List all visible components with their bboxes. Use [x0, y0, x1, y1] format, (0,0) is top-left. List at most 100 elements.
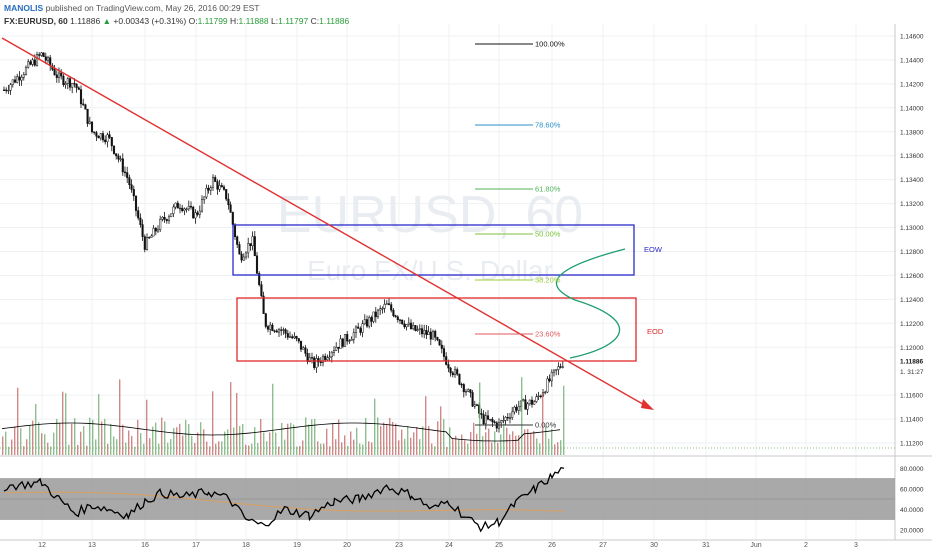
candle-body: [22, 74, 25, 78]
candle-body: [297, 338, 300, 342]
candle-body: [121, 158, 124, 173]
candle-body: [269, 324, 272, 330]
candle-body: [293, 336, 296, 339]
candle-body: [260, 284, 263, 297]
candle-body: [178, 207, 182, 210]
volume-bar: [146, 399, 148, 455]
volume-bar: [368, 441, 370, 455]
time-tick-label: 31: [702, 542, 710, 549]
volume-bar: [443, 419, 445, 455]
candle-body: [559, 366, 562, 368]
candle-body: [128, 177, 131, 186]
candle-body: [77, 87, 80, 90]
candle-body: [517, 406, 520, 411]
candle-body: [271, 324, 274, 331]
price-tick-label: 1.13200: [900, 201, 924, 208]
volume-bar: [11, 439, 13, 455]
volume-bar: [482, 436, 484, 455]
volume-bar: [518, 435, 520, 455]
volume-bar: [380, 426, 382, 455]
candle-body: [251, 236, 254, 246]
volume-bar: [413, 432, 415, 455]
candle-body: [93, 131, 96, 133]
candle-body: [18, 76, 21, 81]
volume-bar: [35, 403, 37, 455]
eod-label: EOD: [647, 327, 664, 336]
volume-bar: [494, 431, 496, 455]
volume-bar: [80, 431, 82, 455]
volume-bar: [122, 424, 124, 455]
candle-body: [75, 83, 78, 89]
volume-bar: [164, 421, 166, 455]
trendline-arrowhead: [641, 399, 654, 410]
volume-bar: [359, 443, 361, 455]
volume-bar: [245, 444, 247, 455]
candle-body: [117, 155, 120, 160]
candle-body: [200, 199, 204, 212]
candle-body: [319, 361, 322, 363]
volume-bar: [170, 439, 172, 455]
bar-countdown-label: 1. 31:27: [900, 369, 924, 376]
candle-body: [33, 59, 36, 66]
candle-body: [504, 416, 507, 421]
fib-level-label: 0.00%: [535, 421, 557, 430]
candle-body: [381, 308, 384, 310]
candle-body: [530, 399, 534, 405]
volume-bar: [116, 439, 118, 455]
candle-body: [537, 395, 540, 398]
candle-body: [90, 121, 94, 133]
candle-body: [139, 217, 142, 225]
candle-body: [429, 331, 432, 340]
candle-body: [533, 401, 536, 405]
candle-body: [9, 84, 12, 91]
candle-body: [324, 355, 327, 360]
candle-body: [310, 357, 314, 359]
volume-bar: [29, 424, 31, 455]
symbol-name[interactable]: FX:EURUSD, 60: [4, 16, 68, 26]
volume-bar: [173, 428, 175, 455]
candle-body: [119, 158, 122, 160]
candle-body: [108, 134, 111, 138]
candle-body: [238, 244, 241, 255]
candle-body: [484, 415, 487, 425]
volume-bar: [128, 430, 130, 455]
price-tick-label: 1.12400: [900, 297, 924, 304]
candle-body: [64, 83, 67, 85]
volume-bar: [230, 382, 232, 455]
candle-body: [110, 137, 113, 147]
candle-body: [115, 153, 118, 157]
volume-bar: [458, 438, 460, 455]
candle-body: [145, 237, 149, 250]
volume-bar: [395, 423, 397, 455]
volume-bar: [140, 433, 142, 455]
volume-bar: [191, 436, 193, 455]
candle-body: [368, 317, 371, 327]
candle-body: [11, 79, 14, 85]
volume-bar: [269, 432, 271, 455]
symbol-legend: FX:EURUSD, 60 1.11886 ▲ +0.00343 (+0.31%…: [4, 16, 349, 26]
candle-body: [240, 253, 243, 261]
volume-bar: [512, 431, 514, 455]
volume-bar: [527, 429, 529, 455]
volume-bar: [425, 396, 427, 455]
candle-body: [418, 328, 421, 330]
candle-body: [130, 184, 133, 190]
volume-bar: [401, 429, 403, 455]
candle-body: [112, 145, 116, 154]
volume-bar: [326, 428, 328, 455]
candle-body: [161, 216, 164, 220]
volume-bar: [203, 429, 205, 455]
time-tick-label: 16: [141, 542, 149, 549]
volume-bar: [347, 445, 349, 455]
volume-bar: [95, 439, 97, 455]
watermark-name: Euro FX/U.S. Dollar: [307, 255, 553, 286]
candle-body: [181, 207, 184, 211]
volume-bar: [410, 437, 412, 455]
volume-bar: [386, 423, 388, 455]
candle-body: [60, 72, 63, 77]
author-name[interactable]: MANOLIS: [4, 3, 44, 13]
candle-body: [306, 353, 309, 362]
volume-bar: [350, 431, 352, 455]
volume-bar: [278, 446, 280, 455]
volume-bar: [281, 423, 283, 455]
